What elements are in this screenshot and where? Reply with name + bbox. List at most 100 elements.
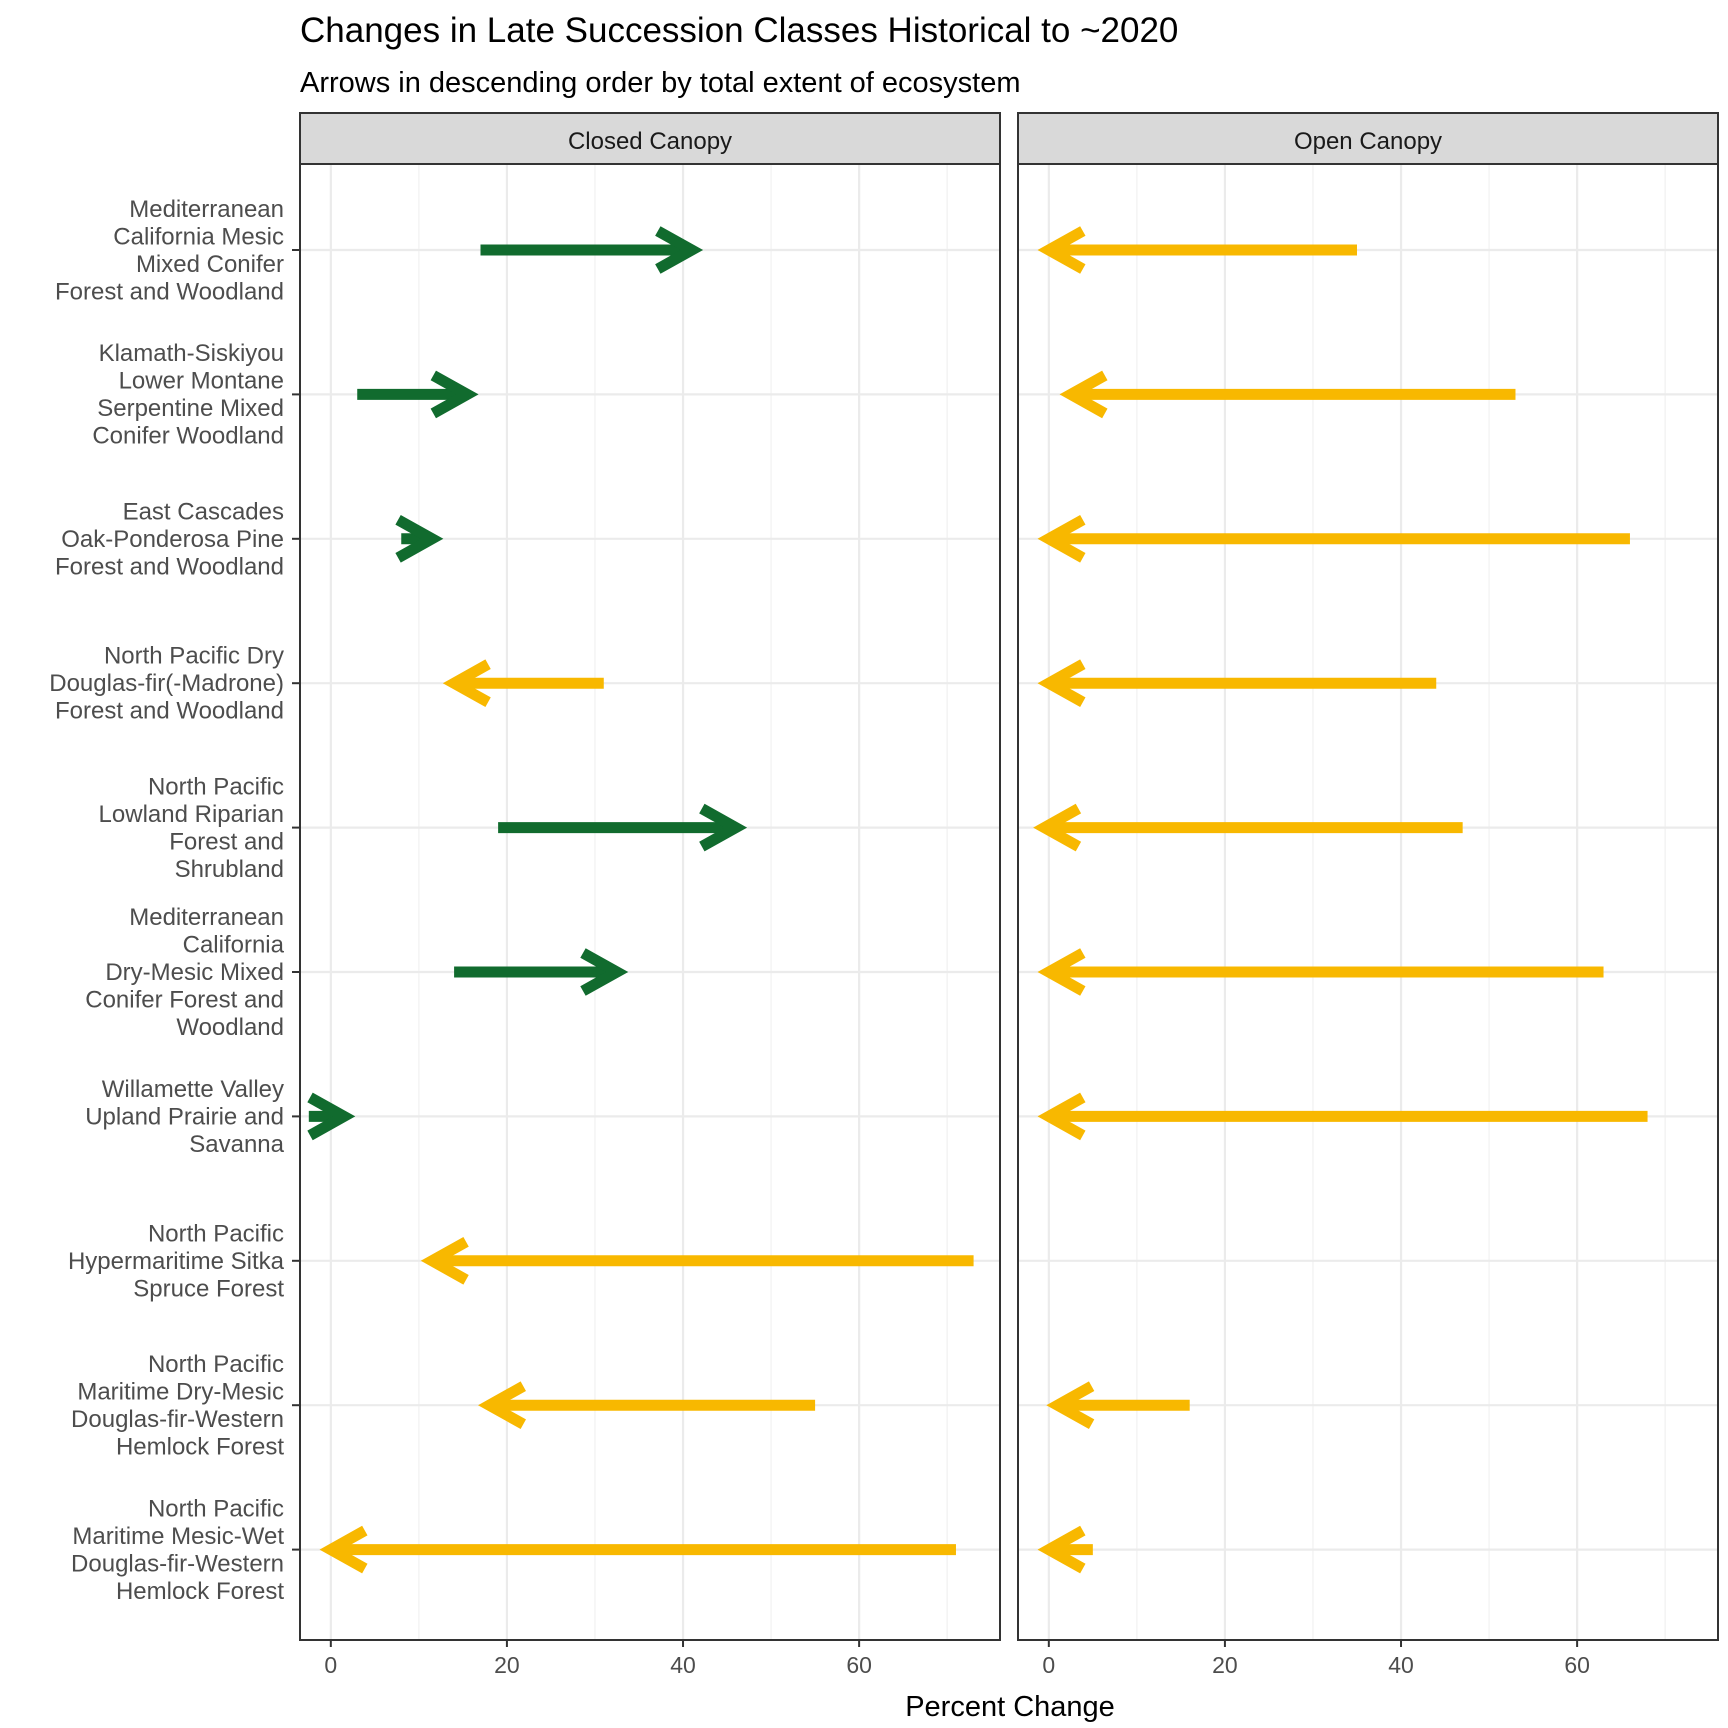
y-tick-label-line: Upland Prairie and <box>85 1103 284 1130</box>
arrow-mark <box>1059 370 1516 419</box>
x-tick-label: 0 <box>1042 1652 1055 1678</box>
y-tick-label: North Pacific Hypermaritime Sitka Spruce F… <box>68 1220 285 1302</box>
chart-title: Changes in Late Succession Classes Histo… <box>300 11 1178 50</box>
y-tick-label: North Pacific Maritime Dry-Mesic Douglas-f… <box>71 1351 284 1461</box>
y-tick-label: North Pacific Lowland Riparian Forest and S… <box>99 773 284 883</box>
x-tick-label: 60 <box>1564 1652 1590 1678</box>
facet-strip-label: Closed Canopy <box>568 128 732 155</box>
y-tick-label-line: Klamath-Siskiyou <box>99 340 284 367</box>
arrow-mark <box>420 1236 974 1285</box>
arrow-head <box>1033 803 1082 852</box>
arrow-mark <box>454 948 629 996</box>
arrow-head <box>1037 1525 1086 1574</box>
y-tick-label-line: Douglas-fir-Western <box>71 1406 284 1433</box>
y-tick-label-line: Mixed Conifer <box>136 251 284 278</box>
arrow-head <box>395 514 444 563</box>
arrow-mark <box>1037 1525 1093 1574</box>
arrow-head <box>580 948 629 996</box>
x-axis-title: Percent Change <box>905 1691 1115 1723</box>
y-tick-label-line: Forest and Woodland <box>55 553 284 580</box>
y-axis-labels: Mediterranean California Mesic Mixed Conif… <box>49 196 300 1605</box>
y-tick-label-line: Lowland Riparian <box>99 801 284 828</box>
y-tick-label-line: Maritime Dry-Mesic <box>77 1378 284 1405</box>
arrow-head <box>478 1381 526 1430</box>
arrow-mark <box>1037 1092 1648 1141</box>
y-tick-label-line: Forest and Woodland <box>55 698 284 725</box>
arrow-mark <box>1037 948 1604 996</box>
y-tick-label-line: Douglas-fir-Western <box>71 1550 284 1577</box>
y-tick-label-line: Conifer Woodland <box>92 423 284 450</box>
arrow-head <box>1037 659 1086 708</box>
y-tick-label-line: Mediterranean <box>129 196 284 223</box>
x-tick-label: 40 <box>670 1652 696 1678</box>
y-tick-label-line: North Pacific <box>148 1495 284 1522</box>
arrow-head <box>430 370 479 419</box>
facet-strip <box>299 112 1001 165</box>
y-tick-label-line: East Cascades <box>123 498 284 525</box>
panel-background <box>300 164 1000 1640</box>
arrow-head <box>442 659 491 708</box>
y-tick-label: Mediterranean California Mesic Mixed Conif… <box>55 196 284 306</box>
y-tick-label-line: Forest and Woodland <box>55 278 284 305</box>
facet-strip <box>1017 112 1719 165</box>
y-tick-label: North Pacific Maritime Mesic-Wet Douglas-f… <box>71 1495 284 1605</box>
facet-strip-label: Open Canopy <box>1294 128 1442 155</box>
arrow-head <box>319 1525 368 1574</box>
y-tick-label: Willamette Valley Upland Prairie and Savan… <box>85 1076 284 1158</box>
y-tick-label-line: North Pacific <box>148 1220 284 1247</box>
arrow-mark <box>395 514 444 563</box>
panel-background <box>1018 164 1718 1640</box>
arrow-mark <box>1037 659 1437 708</box>
arrow-mark <box>319 1525 956 1574</box>
arrow-head <box>1037 226 1086 274</box>
chart-subtitle: Arrows in descending order by total exte… <box>300 67 1021 99</box>
arrow-mark <box>478 1381 816 1430</box>
y-tick-label-line: Woodland <box>176 1014 284 1041</box>
arrow-head <box>1037 948 1086 996</box>
y-tick-label-line: Oak-Ponderosa Pine <box>61 526 284 553</box>
arrow-mark <box>1033 803 1463 852</box>
y-tick-label-line: California <box>183 932 285 959</box>
y-tick-label-line: Serpentine Mixed <box>97 395 284 422</box>
x-tick-label: 40 <box>1388 1652 1414 1678</box>
y-tick-label-line: North Pacific Dry <box>104 643 284 670</box>
y-tick-label-line: Maritime Mesic-Wet <box>72 1523 284 1550</box>
y-tick-label-line: Mediterranean <box>129 904 284 931</box>
y-tick-label-line: Hemlock Forest <box>116 1433 284 1460</box>
panel-0: Closed Canopy 0 20 40 60 <box>299 112 1001 1678</box>
arrow-head <box>1037 514 1086 563</box>
arrow-head <box>1059 370 1108 419</box>
x-tick-label: 0 <box>324 1652 337 1678</box>
arrow-mark <box>480 226 704 274</box>
arrow-mark <box>498 803 748 852</box>
arrow-mark <box>1046 1381 1190 1430</box>
arrow-mark <box>307 1092 356 1141</box>
arrow-head <box>699 803 748 852</box>
y-tick-label-line: Willamette Valley <box>102 1076 284 1103</box>
x-tick-label: 20 <box>1212 1652 1238 1678</box>
arrow-head <box>1037 1092 1086 1141</box>
arrow-head <box>655 226 704 274</box>
x-tick-label: 60 <box>846 1652 872 1678</box>
y-tick-label-line: Savanna <box>189 1131 284 1158</box>
y-tick-label-line: California Mesic <box>113 223 284 250</box>
arrow-head <box>420 1236 469 1285</box>
y-tick-label: Mediterranean California Dry-Mesic Mixed Co… <box>85 904 284 1041</box>
y-tick-label-line: Hemlock Forest <box>116 1578 284 1605</box>
y-tick-label-line: Forest and <box>169 828 284 855</box>
arrow-mark <box>442 659 604 708</box>
y-tick-label-line: Spruce Forest <box>133 1275 284 1302</box>
y-tick-label-line: Dry-Mesic Mixed <box>105 959 284 986</box>
y-tick-label-line: Lower Montane <box>119 368 284 395</box>
y-tick-label-line: Conifer Forest and <box>85 987 284 1014</box>
x-tick-label: 20 <box>494 1652 520 1678</box>
y-tick-label: East Cascades Oak-Ponderosa Pine Forest an… <box>55 498 284 580</box>
arrow-head <box>307 1092 356 1141</box>
y-tick-label: North Pacific Dry Douglas-fir(-Madrone) Fo… <box>49 643 284 725</box>
y-tick-label-line: North Pacific <box>148 773 284 800</box>
arrow-mark <box>357 370 479 419</box>
y-tick-label-line: North Pacific <box>148 1351 284 1378</box>
arrow-mark <box>1037 226 1357 274</box>
panel-1: Open Canopy 0 20 40 60 <box>1017 112 1719 1678</box>
